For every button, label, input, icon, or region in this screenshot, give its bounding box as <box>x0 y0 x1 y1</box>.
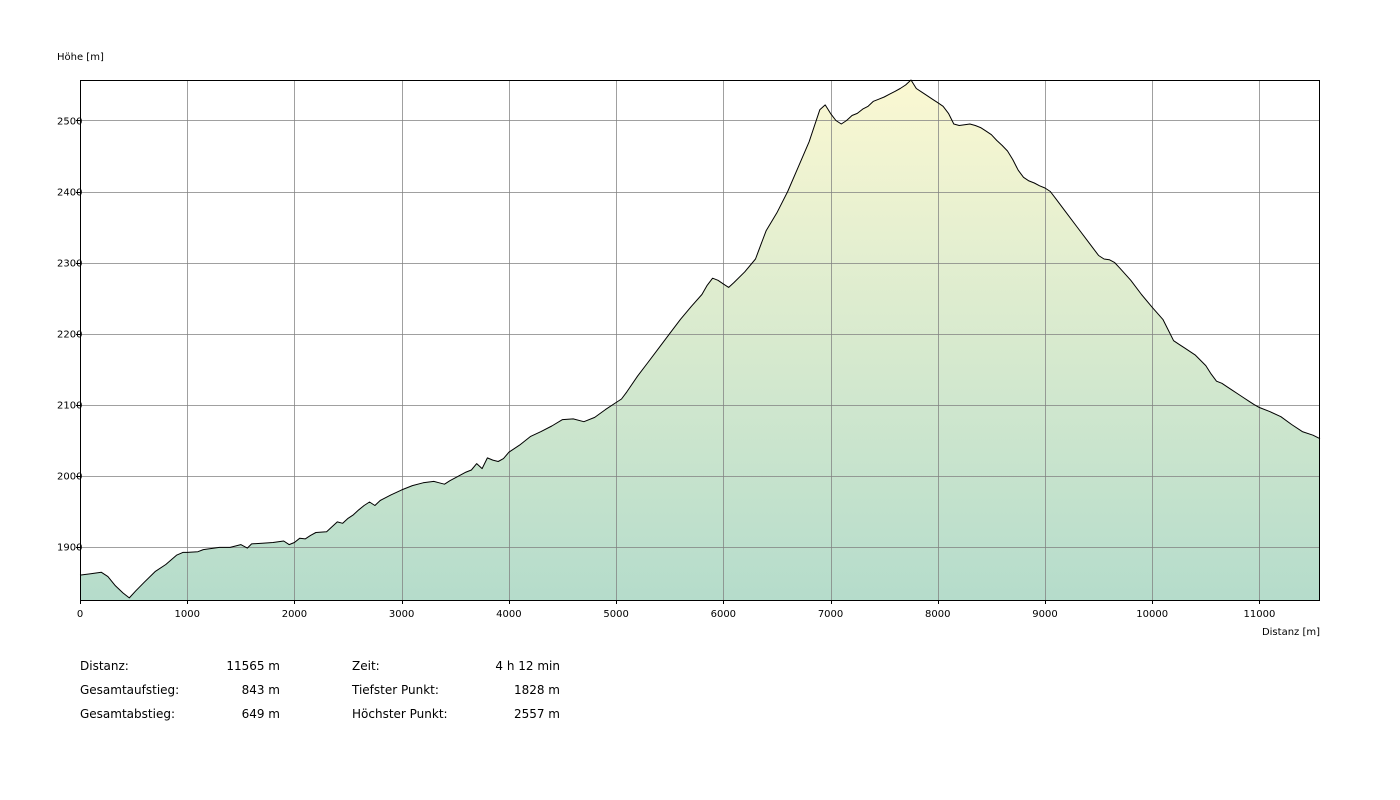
stat-ascent-label: Gesamtaufstieg: <box>80 683 180 697</box>
stat-highest-value: 2557 m <box>513 707 560 721</box>
stat-descent-label: Gesamtabstieg: <box>80 707 175 721</box>
stat-descent-value: 649 m <box>241 707 280 721</box>
x-tick-label: 6000 <box>711 609 736 620</box>
x-tick-layer: 0 1000 2000 3000 4000 5000 6000 7000 8000 9000 100… <box>77 600 1276 620</box>
y-axis-label: Höhe [m] <box>57 52 104 63</box>
x-tick-label: 11000 <box>1244 609 1276 620</box>
x-tick-label: 5000 <box>603 609 628 620</box>
y-tick-label: 2200 <box>57 330 82 341</box>
x-tick-label: 4000 <box>496 609 521 620</box>
stat-distance-value: 11565 m <box>226 659 280 673</box>
stat-descent: Gesamtabstieg: 649 m <box>80 706 280 722</box>
stat-time-value: 4 h 12 min <box>495 659 560 673</box>
area-layer <box>80 80 1320 600</box>
y-tick-label: 2300 <box>57 259 82 270</box>
stat-ascent-value: 843 m <box>241 683 280 697</box>
y-tick-label: 2500 <box>57 116 82 127</box>
y-tick-label: 1900 <box>57 543 82 554</box>
x-tick-label: 0 <box>77 609 83 620</box>
x-axis-label: Distanz [m] <box>1262 627 1320 638</box>
stat-distance-label: Distanz: <box>80 659 129 673</box>
y-tick-layer: 1900 2000 2100 2200 2300 2400 2500 <box>57 116 82 553</box>
grid-layer <box>80 80 1320 600</box>
x-tick-label: 1000 <box>174 609 199 620</box>
stat-time: Zeit: 4 h 12 min <box>352 658 560 674</box>
x-tick-label: 2000 <box>282 609 307 620</box>
stat-lowest-value: 1828 m <box>513 683 560 697</box>
elevation-area <box>80 80 1320 600</box>
x-tick-label: 7000 <box>818 609 843 620</box>
stat-ascent: Gesamtaufstieg: 843 m <box>80 682 280 698</box>
stat-highest: Höchster Punkt: 2557 m <box>352 706 560 722</box>
stat-distance: Distanz: 11565 m <box>80 658 280 674</box>
plot-frame <box>80 80 1320 601</box>
x-tick-label: 8000 <box>925 609 950 620</box>
x-tick-label: 3000 <box>389 609 414 620</box>
stat-lowest-label: Tiefster Punkt: <box>352 683 439 697</box>
stat-lowest: Tiefster Punkt: 1828 m <box>352 682 560 698</box>
x-tick-label: 10000 <box>1136 609 1168 620</box>
line-layer <box>79 79 1321 599</box>
y-tick-label: 2000 <box>57 472 82 483</box>
y-tick-label: 2100 <box>57 401 82 412</box>
stat-highest-label: Höchster Punkt: <box>352 707 448 721</box>
elevation-chart: Höhe [m] 0 1000 2000 3000 4000 5000 6000 7000 80… <box>57 52 1321 638</box>
y-tick-label: 2400 <box>57 188 82 199</box>
x-tick-label: 9000 <box>1032 609 1057 620</box>
stat-time-label: Zeit: <box>352 659 380 673</box>
elevation-line <box>79 79 1321 599</box>
